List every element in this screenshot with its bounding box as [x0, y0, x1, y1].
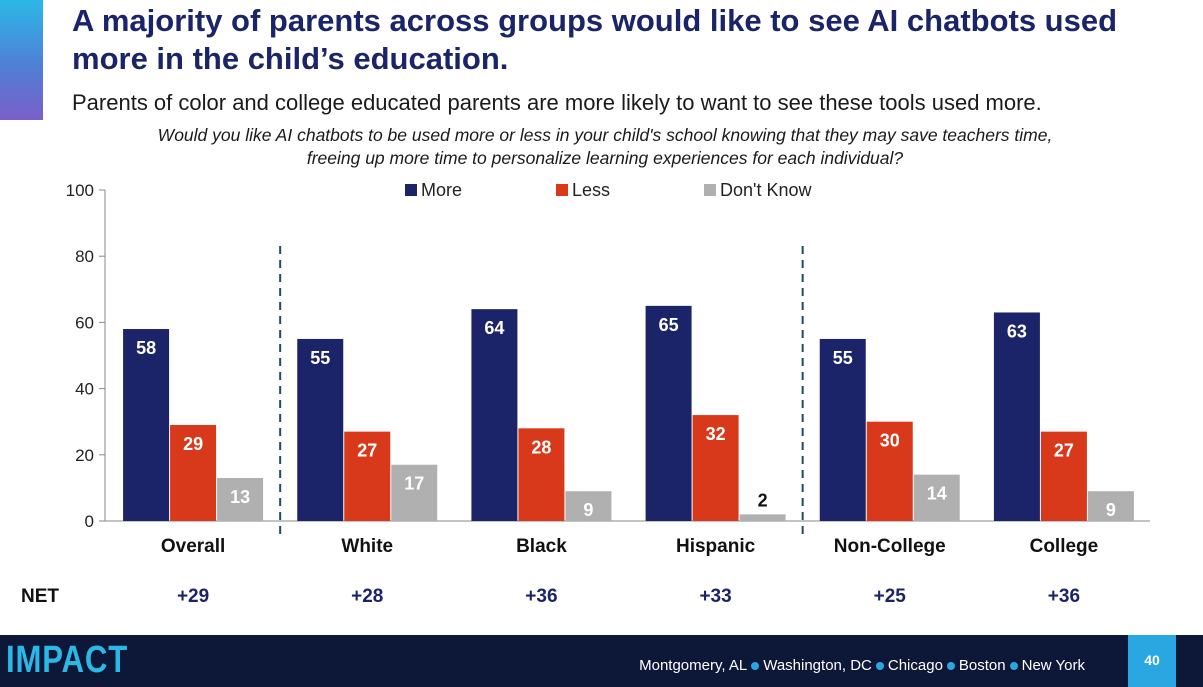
data-label: 9: [583, 500, 593, 520]
bar: [739, 514, 786, 521]
office-locations: Montgomery, AL Washington, DC Chicago Bosto…: [639, 657, 1085, 674]
legend-swatch: [704, 184, 716, 196]
city-label: Montgomery, AL: [639, 657, 748, 674]
legend-swatch: [556, 184, 568, 196]
net-value: +36: [1048, 586, 1080, 607]
bar: [819, 338, 866, 521]
bullet-dot-icon: [1009, 661, 1018, 670]
bar: [692, 415, 739, 521]
y-tick-label: 80: [75, 247, 94, 266]
legend-label: Don't Know: [720, 180, 812, 200]
legend-label: More: [421, 180, 462, 200]
data-label: 9: [1106, 500, 1116, 520]
net-value: +29: [177, 586, 209, 607]
y-tick-label: 60: [75, 313, 94, 332]
net-value: +28: [351, 586, 383, 607]
slide-subtitle: Parents of color and college educated pa…: [72, 90, 1042, 115]
legend-label: Less: [572, 180, 610, 200]
category-label: White: [341, 536, 393, 557]
bar: [913, 474, 960, 521]
category-label: College: [1030, 536, 1099, 557]
bar: [471, 309, 518, 521]
category-label: Non-College: [834, 536, 946, 557]
bar: [866, 421, 913, 521]
survey-question: Would you like AI chatbots to be used mo…: [157, 125, 1053, 168]
category-label: Hispanic: [676, 536, 756, 557]
bar: [1087, 491, 1134, 521]
bar: [518, 428, 565, 521]
net-value: +33: [699, 586, 731, 607]
data-label: 32: [706, 424, 726, 444]
net-value: +25: [874, 586, 907, 607]
city-label: Washington, DC: [763, 657, 872, 674]
data-label: 17: [404, 474, 424, 494]
category-label: Black: [516, 536, 567, 557]
bar: [297, 338, 344, 521]
city-label: New York: [1021, 657, 1085, 674]
data-label: 63: [1007, 321, 1027, 341]
bullet-dot-icon: [946, 661, 955, 670]
bullet-dot-icon: [875, 661, 884, 670]
bar: [565, 491, 612, 521]
data-label: 28: [531, 437, 551, 457]
data-label: 14: [927, 484, 947, 504]
data-label: 64: [484, 318, 504, 338]
data-label: 27: [357, 441, 377, 461]
y-tick-label: 20: [75, 446, 94, 465]
data-label: 2: [758, 490, 768, 510]
city-label: Chicago: [887, 657, 943, 674]
y-tick-label: 0: [85, 512, 94, 531]
bar: [344, 431, 391, 521]
data-label: 27: [1054, 441, 1074, 461]
data-label: 13: [230, 487, 250, 507]
bar: [123, 329, 170, 521]
accent-bar: [0, 0, 43, 120]
footer: IMPACT Montgomery, AL Washington, DC Chica…: [0, 635, 1203, 687]
bar: [993, 312, 1040, 521]
y-tick-label: 40: [75, 380, 94, 399]
bar: [217, 477, 264, 521]
data-label: 55: [310, 348, 330, 368]
bar: [170, 425, 217, 521]
data-label: 30: [880, 431, 900, 451]
data-label: 58: [136, 338, 156, 358]
page-number: 40: [1128, 635, 1176, 687]
net-label: NET: [21, 586, 59, 607]
bullet-dot-icon: [751, 661, 760, 670]
legend-swatch: [405, 184, 417, 196]
y-tick-label: 100: [66, 181, 94, 200]
bar: [1040, 431, 1087, 521]
bar: [645, 305, 692, 521]
data-label: 65: [659, 315, 679, 335]
bar: [391, 464, 438, 521]
net-value: +36: [525, 586, 557, 607]
data-label: 55: [833, 348, 853, 368]
data-label: 29: [183, 434, 203, 454]
category-label: Overall: [161, 536, 225, 557]
city-label: Boston: [958, 657, 1006, 674]
slide-title: A majority of parents across groups woul…: [72, 3, 1118, 76]
impact-logo: IMPACT: [6, 639, 129, 681]
